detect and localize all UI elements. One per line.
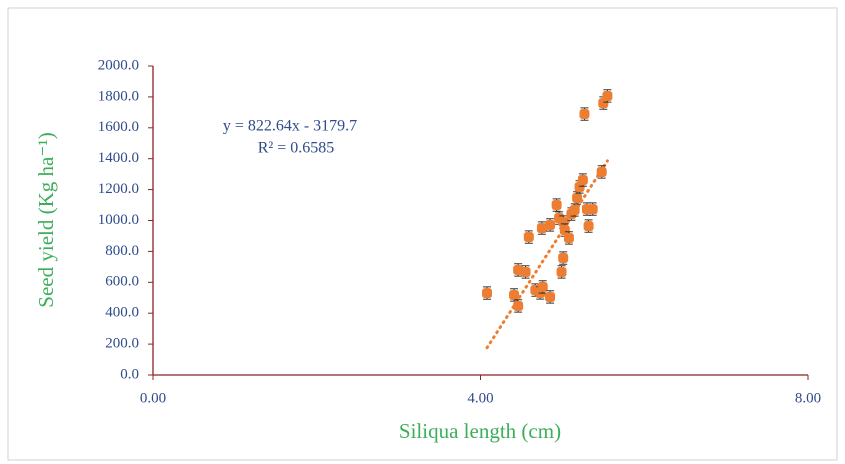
y-tick-label: 2000.0 [98,57,139,73]
y-tick-label: 200.0 [105,336,139,352]
trendline [485,159,609,350]
y-tick-label: 800.0 [105,243,139,259]
y-tick-label: 1400.0 [98,150,139,166]
point [558,253,569,264]
point [482,288,493,299]
point [556,266,567,277]
point [602,90,613,101]
point [545,291,556,302]
point [559,225,570,236]
point [587,204,598,215]
y-axis-label: Seed yield (Kg ha⁻¹) [34,132,58,307]
point [536,223,547,234]
point [596,166,607,177]
point [513,300,524,311]
x-tick-label: 8.00 [795,390,821,406]
x-tick-label: 4.00 [467,390,493,406]
x-tick-label: 0.00 [140,390,166,406]
y-tick-label: 600.0 [105,274,139,290]
point [551,200,562,211]
point [509,289,520,300]
trend-equation: y = 822.64x - 3179.7 [223,118,357,135]
chart-frame [7,7,838,461]
y-tick-label: 0.0 [120,366,139,382]
trend-r2: R² = 0.6585 [258,140,335,157]
point [579,109,590,120]
point [563,232,574,243]
y-tick-label: 1200.0 [98,181,139,197]
point [545,219,556,230]
point [569,204,580,215]
point [520,266,531,277]
point [577,175,588,186]
y-tick-label: 1000.0 [98,212,139,228]
x-axis-label: Siliqua length (cm) [399,419,561,443]
point [537,281,548,292]
point [558,217,569,228]
y-tick-label: 400.0 [105,305,139,321]
point [572,192,583,203]
point [523,232,534,243]
y-tick-label: 1600.0 [98,119,139,135]
point [583,221,594,232]
y-tick-label: 1800.0 [98,88,139,104]
